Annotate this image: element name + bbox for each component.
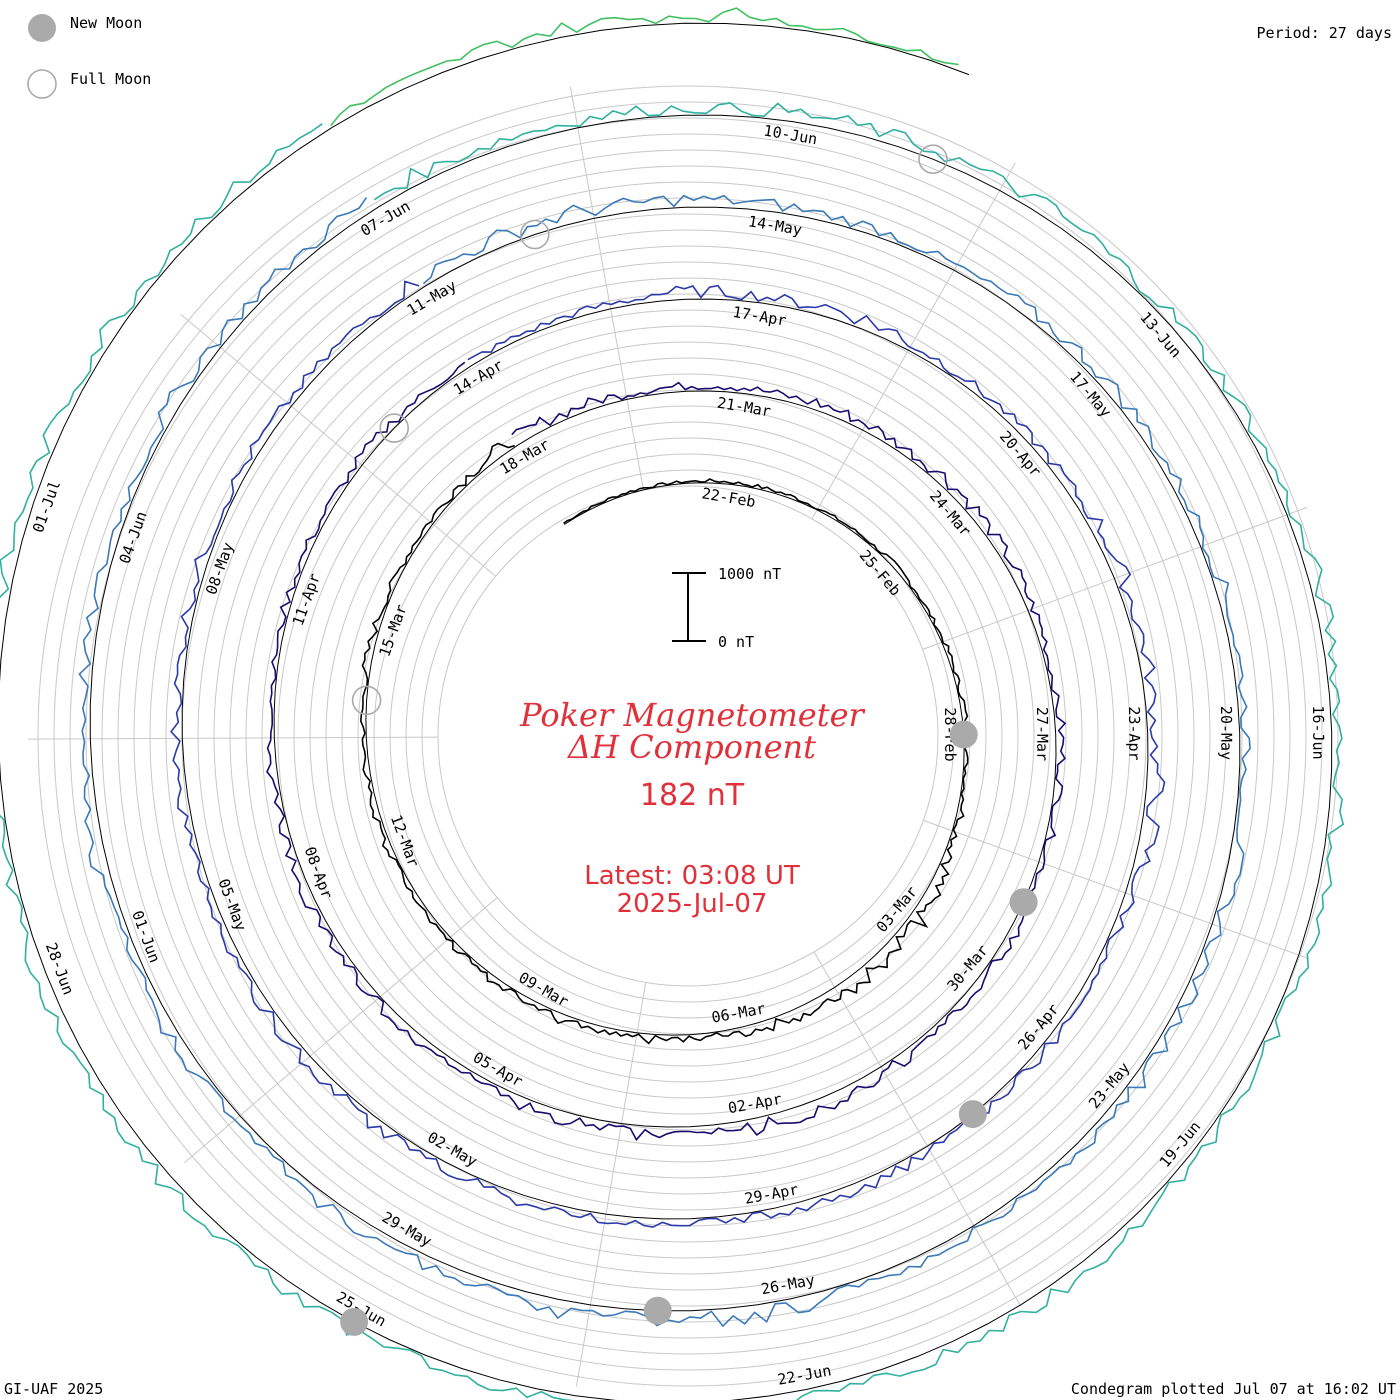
grid-ring bbox=[117, 165, 1259, 1307]
radial-line bbox=[813, 951, 1022, 1307]
current-value: 182 nT bbox=[640, 778, 745, 813]
grid-ring bbox=[309, 357, 1067, 1115]
scale-top-label: 1000 nT bbox=[718, 565, 781, 583]
date-label: 08-Apr bbox=[301, 844, 337, 901]
series-turn-line bbox=[0, 102, 1345, 1400]
date-label: 17-Apr bbox=[731, 303, 787, 330]
grid-ring bbox=[245, 293, 1131, 1179]
full-moon-marker bbox=[351, 685, 382, 716]
full-moon-marker bbox=[519, 219, 550, 250]
new-moon-marker bbox=[1009, 888, 1038, 917]
new-moon-marker bbox=[958, 1100, 987, 1129]
grid-ring bbox=[229, 277, 1147, 1195]
new-moon-legend-label: New Moon bbox=[70, 14, 142, 32]
new-moon-marker bbox=[643, 1296, 672, 1325]
date-label: 16-Jun bbox=[1309, 705, 1327, 759]
date-label: 01-Jul bbox=[29, 478, 64, 535]
reference-spiral bbox=[0, 22, 1333, 1400]
date-label: 17-May bbox=[1066, 368, 1115, 421]
new-moon-legend-icon bbox=[28, 14, 56, 42]
grid-ring bbox=[133, 181, 1243, 1291]
date-label: 19-Jun bbox=[1156, 1118, 1204, 1171]
date-label: 10-Jun bbox=[762, 121, 818, 148]
full-moon-marker bbox=[379, 413, 410, 443]
date-label: 30-Mar bbox=[943, 941, 991, 994]
date-label: 26-May bbox=[760, 1271, 817, 1298]
series-turn-line bbox=[266, 361, 1067, 1142]
grid-ring bbox=[37, 85, 1339, 1387]
legend: New Moon Full Moon bbox=[27, 14, 151, 99]
date-label: 21-Mar bbox=[716, 394, 772, 421]
period-label: Period: 27 days bbox=[1257, 24, 1392, 42]
date-label: 22-Feb bbox=[700, 484, 756, 511]
data-series-lines bbox=[0, 7, 1345, 1400]
chart-title-line1: Poker Magnetometer bbox=[519, 696, 865, 734]
date-label: 01-Jun bbox=[128, 908, 164, 965]
grid-ring bbox=[53, 101, 1323, 1371]
date-label: 26-Apr bbox=[1014, 1000, 1062, 1053]
date-label: 09-Mar bbox=[516, 968, 572, 1010]
grid-ring bbox=[389, 437, 987, 1035]
radial-line bbox=[180, 313, 497, 577]
date-label: 15-Mar bbox=[375, 602, 410, 659]
grid-ring bbox=[293, 341, 1083, 1131]
full-moon-legend-icon bbox=[27, 69, 57, 99]
date-label: 23-Apr bbox=[1125, 706, 1143, 760]
date-label: 14-Apr bbox=[450, 356, 506, 399]
grid-ring bbox=[213, 261, 1163, 1211]
full-moon-marker bbox=[918, 144, 948, 174]
series-turn-line bbox=[78, 194, 1251, 1328]
radial-line bbox=[569, 86, 644, 491]
date-label: 24-Mar bbox=[926, 487, 975, 540]
radial-line bbox=[923, 819, 1310, 960]
grid-ring bbox=[101, 149, 1275, 1323]
moon-markers bbox=[340, 144, 1038, 1336]
credit-label: GI-UAF 2025 bbox=[4, 1380, 103, 1398]
grid-ring bbox=[277, 325, 1099, 1147]
latest-date: 2025-Jul-07 bbox=[617, 889, 768, 919]
grid-ring bbox=[373, 421, 1003, 1051]
new-moon-marker bbox=[949, 720, 978, 749]
grid-ring bbox=[85, 133, 1291, 1339]
radial-line bbox=[811, 162, 1016, 520]
grid-rings bbox=[37, 85, 1339, 1387]
grid-ring bbox=[261, 309, 1115, 1163]
series-turn-line bbox=[170, 280, 1166, 1228]
date-label: 20-Apr bbox=[996, 427, 1045, 480]
scale-bar: 1000 nT 0 nT bbox=[672, 565, 781, 651]
grid-ring bbox=[69, 117, 1307, 1355]
plotted-label: Condegram plotted Jul 07 at 16:02 UT bbox=[1071, 1380, 1396, 1398]
date-label: 02-May bbox=[424, 1128, 480, 1170]
date-label: 22-Jun bbox=[776, 1361, 833, 1388]
date-label: 27-Mar bbox=[1033, 707, 1051, 761]
reference-spiral-line bbox=[0, 22, 1333, 1400]
date-label: 28-Jun bbox=[42, 940, 78, 997]
grid-ring bbox=[357, 405, 1019, 1067]
date-label: 08-May bbox=[202, 540, 237, 597]
full-moon-legend-label: Full Moon bbox=[70, 70, 151, 88]
grid-ring bbox=[325, 373, 1051, 1099]
date-label: 14-May bbox=[747, 212, 803, 239]
scale-bottom-label: 0 nT bbox=[718, 633, 754, 651]
radial-line bbox=[575, 982, 647, 1387]
grid-ring bbox=[437, 485, 939, 987]
date-label: 03-Mar bbox=[873, 883, 921, 936]
grid-ring bbox=[341, 389, 1035, 1083]
radial-line bbox=[28, 736, 439, 740]
series-turn-line bbox=[359, 442, 970, 1045]
new-moon-marker bbox=[340, 1307, 369, 1336]
grid-ring bbox=[165, 213, 1211, 1259]
date-label: 20-May bbox=[1217, 706, 1235, 760]
latest-time: Latest: 03:08 UT bbox=[584, 861, 800, 891]
series-turn-line bbox=[330, 7, 959, 127]
radial-line bbox=[184, 897, 498, 1163]
chart-title-line2: ΔH Component bbox=[566, 728, 816, 766]
